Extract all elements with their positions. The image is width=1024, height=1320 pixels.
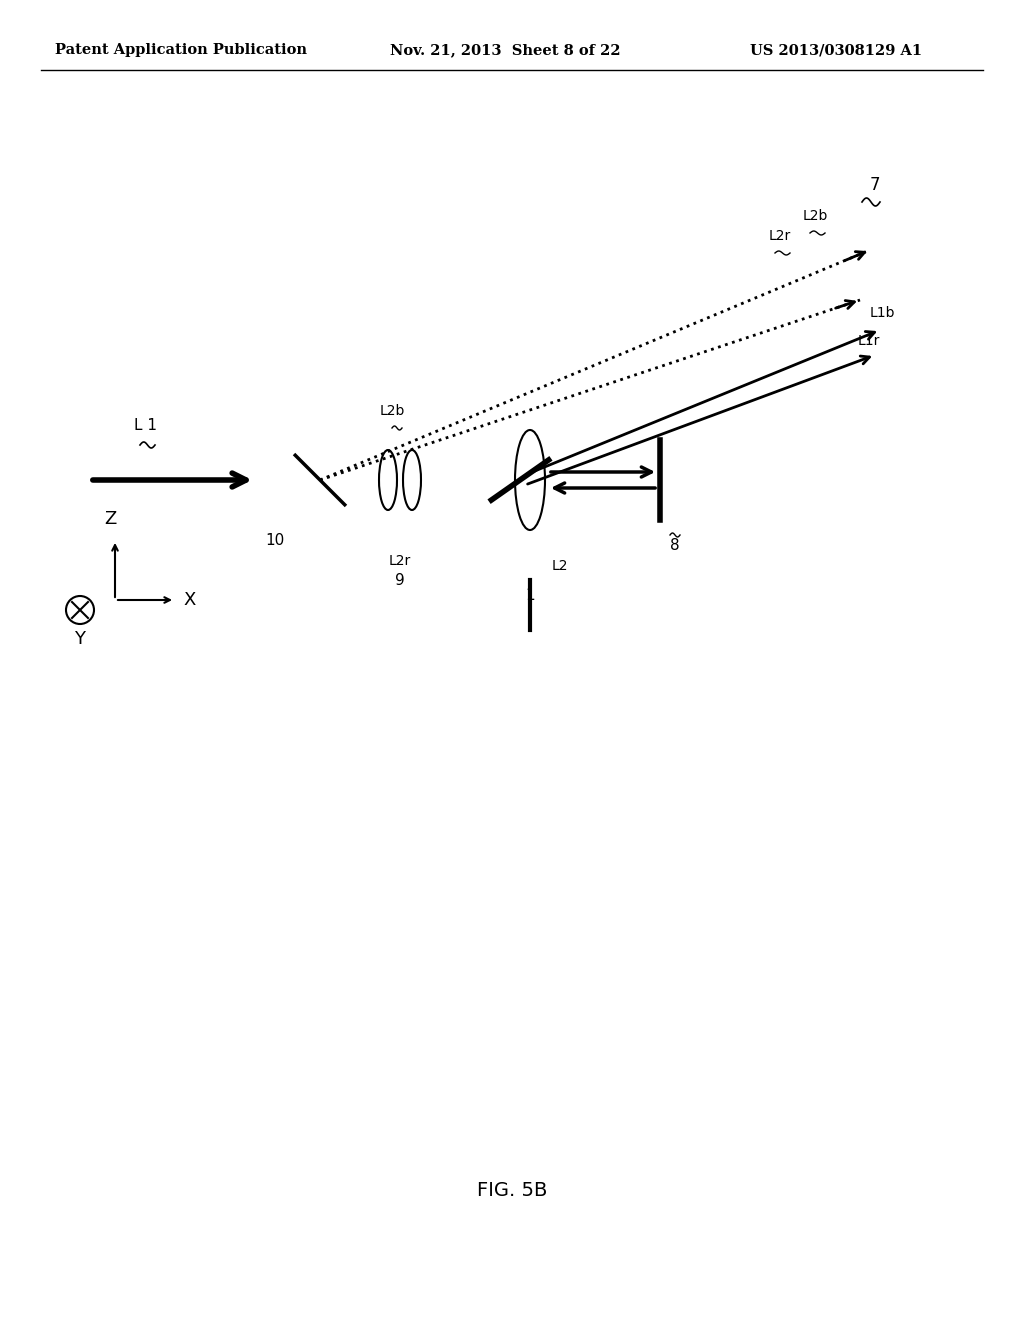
Text: 8: 8 [670, 539, 680, 553]
Text: L2b: L2b [803, 209, 827, 223]
Text: Z: Z [103, 510, 116, 528]
Text: 9: 9 [395, 573, 404, 587]
Text: L1b: L1b [870, 306, 896, 319]
Text: FIG. 5B: FIG. 5B [477, 1180, 547, 1200]
Text: X: X [183, 591, 196, 609]
Text: L2r: L2r [769, 228, 792, 243]
Ellipse shape [515, 430, 545, 531]
Text: 1: 1 [525, 587, 535, 603]
Text: L2r: L2r [389, 554, 411, 568]
Text: Y: Y [75, 630, 85, 648]
Text: Patent Application Publication: Patent Application Publication [55, 44, 307, 57]
Text: L2b: L2b [379, 404, 404, 418]
Text: US 2013/0308129 A1: US 2013/0308129 A1 [750, 44, 923, 57]
Text: L2: L2 [552, 558, 568, 573]
Text: L1r: L1r [858, 334, 881, 348]
Text: 10: 10 [265, 533, 285, 548]
Text: L 1: L 1 [133, 418, 157, 433]
Ellipse shape [403, 450, 421, 510]
Text: Nov. 21, 2013  Sheet 8 of 22: Nov. 21, 2013 Sheet 8 of 22 [390, 44, 621, 57]
Ellipse shape [379, 450, 397, 510]
Text: 7: 7 [869, 176, 881, 194]
